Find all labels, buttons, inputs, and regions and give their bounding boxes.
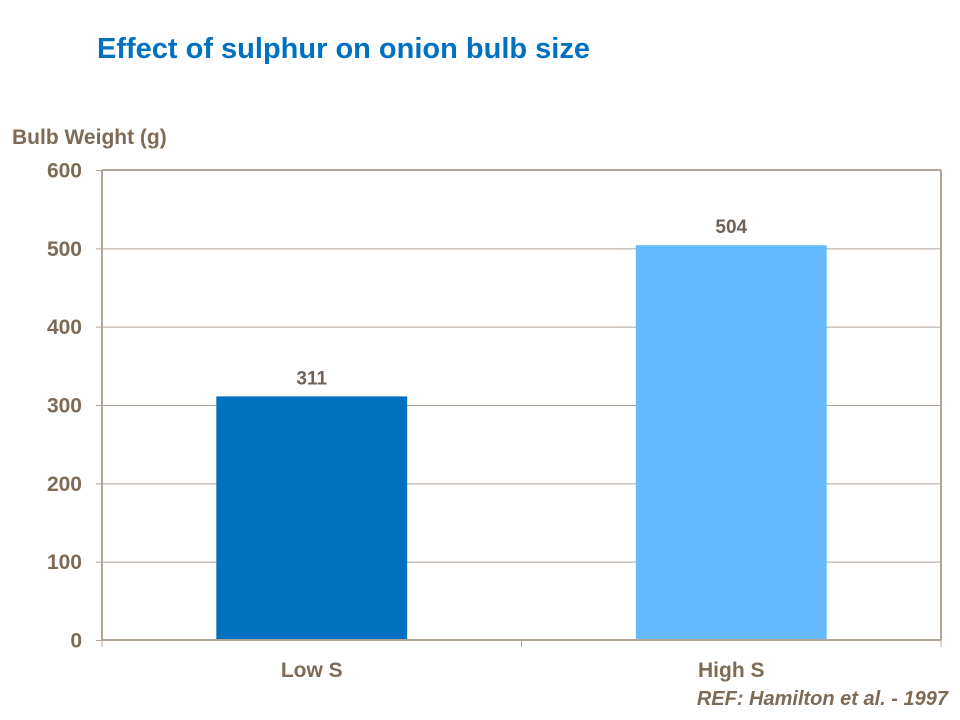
x-tick-label: High S [698,659,765,682]
y-tick-label: 300 [47,395,82,418]
y-tick-label: 100 [47,551,82,574]
y-tick-label: 0 [70,630,82,653]
reference-note: REF: Hamilton et al. - 1997 [696,688,948,710]
bar-low-s [216,396,408,640]
data-label: 504 [715,217,747,238]
data-label: 311 [296,368,327,389]
y-tick-label: 600 [47,160,82,183]
y-tick-label: 400 [47,316,82,339]
chart-title: Effect of sulphur on onion bulb size [97,33,590,65]
y-tick-label: 200 [47,473,82,496]
x-tick-label: Low S [281,659,343,682]
y-axis-label: Bulb Weight (g) [12,126,167,149]
bar-high-s [635,245,827,640]
y-tick-label: 500 [47,238,82,261]
